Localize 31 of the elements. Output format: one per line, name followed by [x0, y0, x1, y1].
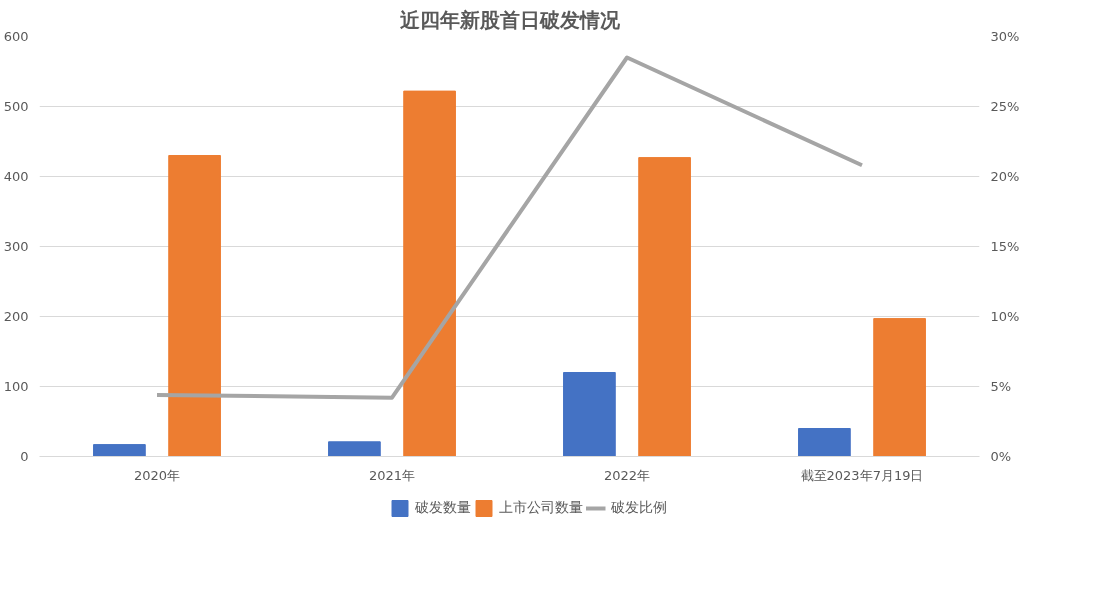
y-tick-label: 500 [3, 99, 29, 114]
y2-tick-label: 0% [990, 449, 1012, 464]
y2-tick-label: 10% [990, 309, 1020, 324]
bar [403, 90, 456, 457]
x-tick-label: 2020年 [133, 467, 181, 483]
y-tick-label: 600 [3, 29, 29, 44]
legend-label: 破发比例 [610, 498, 667, 517]
y-tick-label: 300 [3, 239, 29, 254]
y-tick-label: 400 [3, 169, 29, 184]
y-tick-label: 200 [3, 309, 29, 324]
y-tick-label: 0 [20, 449, 29, 464]
bar [168, 155, 221, 457]
y-tick-label: 100 [3, 379, 29, 394]
y2-tick-label: 15% [990, 239, 1020, 254]
bar [93, 444, 146, 457]
line-series [155, 55, 864, 400]
legend-label: 上市公司数量 [498, 498, 583, 517]
y2-tick-label: 25% [990, 99, 1020, 114]
bar [638, 157, 691, 457]
bar [873, 318, 926, 457]
legend-label: 破发数量 [414, 498, 471, 517]
chart-title: 近四年新股首日破发情况 [398, 7, 621, 32]
bar [798, 428, 851, 457]
y2-tick-label: 30% [990, 29, 1020, 44]
y2-tick-label: 5% [990, 379, 1012, 394]
bar [563, 372, 616, 457]
y2-tick-label: 20% [990, 169, 1020, 184]
bar [328, 441, 381, 457]
x-tick-label: 2022年 [603, 467, 651, 483]
x-tick-label: 截至2023年7月19日 [800, 467, 924, 483]
x-tick-label: 2021年 [368, 467, 416, 483]
